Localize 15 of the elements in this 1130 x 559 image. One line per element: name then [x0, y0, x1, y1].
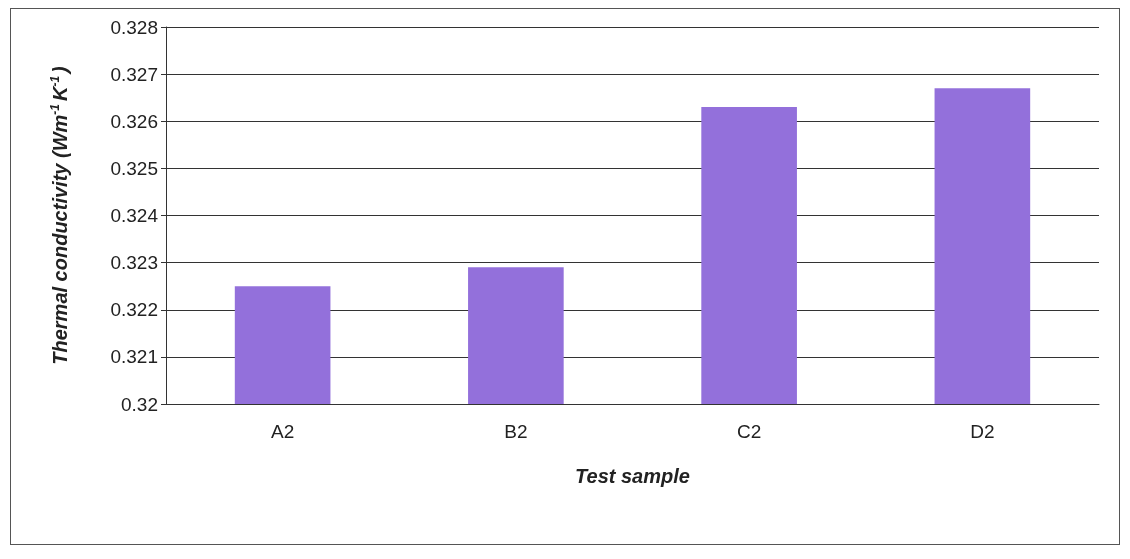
x-tick-label: A2 [271, 421, 295, 442]
x-tick-label: C2 [736, 421, 762, 442]
y-tick-label: 0.32 [121, 393, 158, 415]
y-tick-label: 0.324 [110, 205, 159, 226]
x-axis-title: Test sample [575, 465, 690, 487]
x-tick-label: B2 [504, 421, 528, 442]
y-tick-label: 0.323 [110, 252, 158, 274]
x-tick-label: D2 [970, 421, 995, 442]
y-tick-label: 0.328 [110, 16, 158, 38]
y-axis-title: Thermal conductivity (Wm-1K-1) [48, 65, 71, 365]
y-tick-label: 0.322 [110, 299, 158, 321]
y-tick-label: 0.327 [110, 63, 158, 85]
y-tick-label: 0.325 [110, 157, 158, 179]
y-tick-label: 0.321 [110, 346, 158, 368]
y-tick-label: 0.326 [110, 110, 158, 132]
